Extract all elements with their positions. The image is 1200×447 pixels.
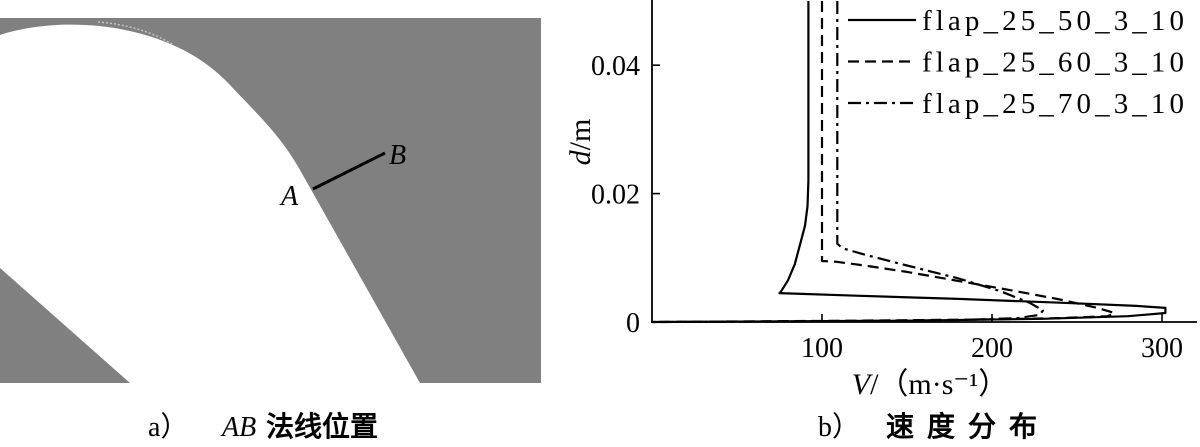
flap-surface xyxy=(0,24,420,384)
legend-item: flap_25_70_3_10 xyxy=(848,88,1184,120)
legend-label: flap_25_60_3_10 xyxy=(922,47,1184,79)
x-tick-label: 300 xyxy=(1141,333,1183,364)
series-line-3 xyxy=(651,1,1045,324)
legend-label: flap_25_70_3_10 xyxy=(922,88,1184,120)
x-axis-label-symbol: V xyxy=(852,368,874,401)
axis-ticks: 100 200 300 0 0.02 0.04 xyxy=(591,51,1183,364)
y-tick-label: 0.04 xyxy=(591,51,640,82)
x-axis-label: V/（m·s⁻¹） xyxy=(852,368,1009,401)
x-axis-label-unit: /（m·s⁻¹） xyxy=(870,368,1008,401)
y-axis-label-symbol: d xyxy=(564,149,597,165)
x-tick-label: 100 xyxy=(801,333,843,364)
y-axis-label: d/m xyxy=(564,119,597,166)
series-lines xyxy=(651,1,1167,324)
y-axis-label-unit: /m xyxy=(564,119,597,151)
panel-a: A B a） AB 法线位置 xyxy=(0,18,541,443)
legend-label: flap_25_50_3_10 xyxy=(922,5,1184,37)
legend-item: flap_25_50_3_10 xyxy=(848,5,1184,37)
series-line-2 xyxy=(651,1,1116,324)
legend: flap_25_50_3_10 flap_25_60_3_10 flap_25_70… xyxy=(848,5,1184,120)
legend-item: flap_25_60_3_10 xyxy=(848,47,1184,79)
lower-solid-region xyxy=(0,268,130,383)
x-tick-label: 200 xyxy=(971,333,1013,364)
point-a-label: A xyxy=(279,181,299,212)
caption-a-tag: a） xyxy=(148,411,188,443)
normal-line-ab xyxy=(312,151,386,191)
caption-a-ab: AB xyxy=(220,412,256,443)
caption-b-title: 速度分布 xyxy=(886,410,1050,443)
series-line-1 xyxy=(651,1,1167,324)
caption-a-title: 法线位置 xyxy=(266,410,378,443)
caption-b-tag: b） xyxy=(818,411,860,443)
point-b-label: B xyxy=(389,140,406,171)
y-tick-label: 0.02 xyxy=(591,180,640,211)
y-tick-label: 0 xyxy=(626,308,640,339)
